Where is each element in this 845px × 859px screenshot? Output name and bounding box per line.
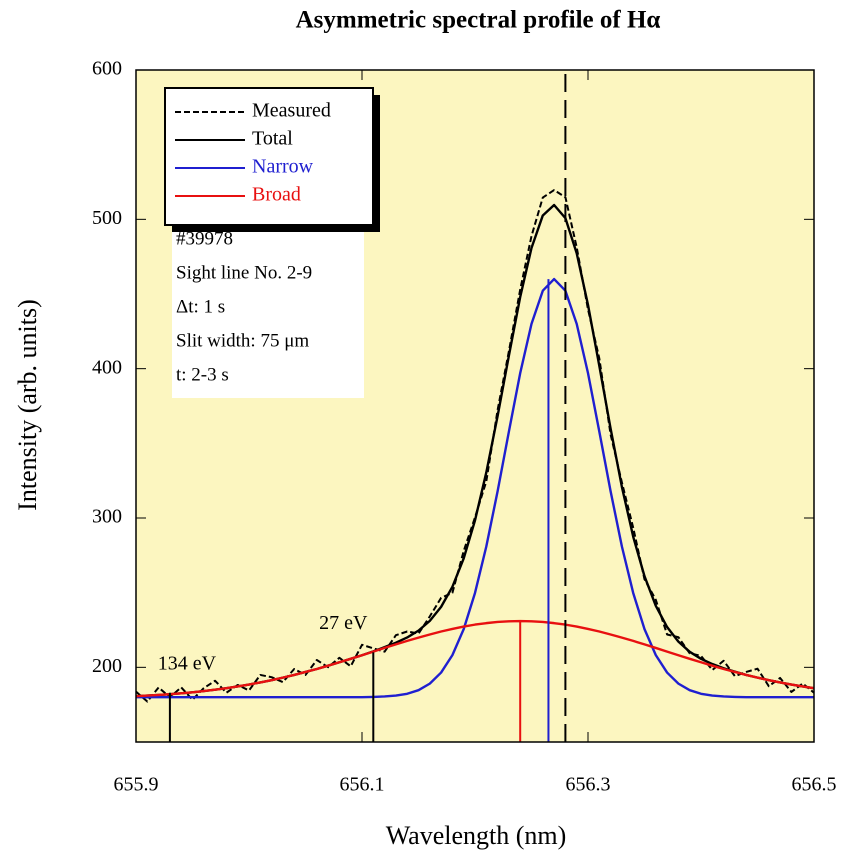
annotation: Sight line No. 2-9: [176, 262, 312, 283]
chart-title: Asymmetric spectral profile of Hα: [296, 7, 661, 34]
legend-label: Broad: [252, 184, 301, 206]
series-line: [136, 277, 814, 699]
y-axis-label: Intensity (arb. units): [13, 299, 42, 511]
annotation: Slit width: 75 μm: [176, 330, 309, 351]
plot-area: [136, 70, 814, 742]
y-tick-label: 400: [92, 356, 122, 378]
legend-label: Narrow: [252, 156, 314, 178]
x-tick-label: 656.5: [792, 774, 837, 796]
plot-frame: [135, 69, 815, 743]
x-tick-label: 655.9: [114, 774, 159, 796]
annotation: #39978: [176, 228, 233, 249]
marker-label: 27 eV: [319, 612, 368, 634]
annotation: Δt: 1 s: [176, 296, 225, 317]
legend-label: Measured: [252, 100, 331, 122]
y-tick-label: 600: [92, 58, 122, 80]
x-tick-label: 656.3: [566, 774, 611, 796]
y-tick-label: 200: [92, 655, 122, 677]
series-line: [136, 619, 814, 698]
legend-label: Total: [252, 128, 293, 150]
x-tick-label: 656.1: [340, 774, 385, 796]
marker-label: 134 eV: [158, 652, 217, 674]
annotation: t: 2-3 s: [176, 364, 229, 385]
annotation-box: [172, 224, 364, 398]
legend-box: [164, 87, 374, 226]
y-tick-label: 500: [92, 207, 122, 229]
x-axis-label: Wavelength (nm): [386, 821, 567, 850]
y-tick-label: 300: [92, 506, 122, 528]
overlay: 200 300 400 500 600 655.9 656.1 656.3 656.5 #3997…: [92, 58, 837, 796]
